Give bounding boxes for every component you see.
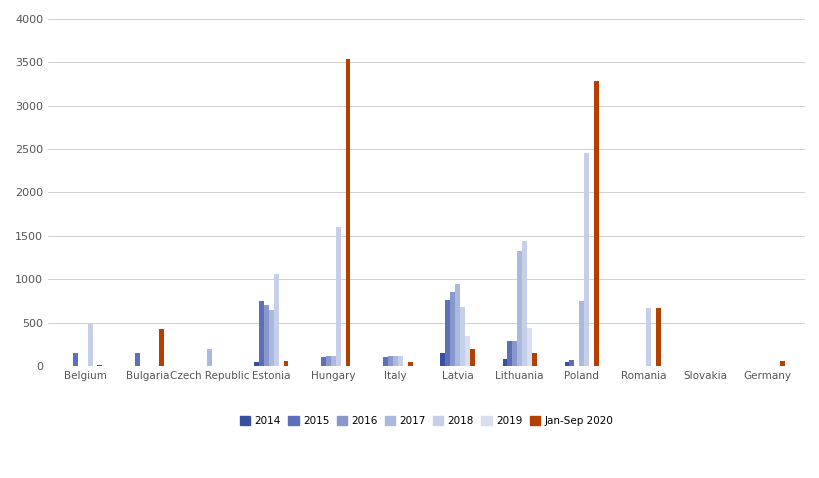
Bar [269, 310, 274, 366]
Bar [387, 357, 392, 366]
Bar [578, 301, 583, 366]
Bar [464, 336, 469, 366]
Bar [382, 357, 387, 366]
Bar [336, 227, 341, 366]
Bar [507, 341, 512, 366]
Bar [522, 241, 527, 366]
Bar [531, 353, 536, 366]
Bar [326, 356, 331, 366]
Bar [655, 308, 660, 366]
Bar [645, 308, 650, 366]
Bar [568, 360, 573, 366]
Bar [254, 362, 259, 366]
Bar [392, 357, 397, 366]
Bar [159, 329, 164, 366]
Bar [259, 301, 264, 366]
Bar [779, 361, 784, 366]
Bar [502, 359, 507, 366]
Bar [88, 324, 93, 366]
Bar [331, 357, 336, 366]
Bar [345, 59, 350, 366]
Bar [450, 292, 455, 366]
Bar [407, 362, 412, 366]
Bar [459, 307, 464, 366]
Bar [397, 357, 402, 366]
Bar [527, 328, 531, 366]
Bar [440, 353, 445, 366]
Bar [274, 274, 278, 366]
Bar [445, 300, 450, 366]
Legend: 2014, 2015, 2016, 2017, 2018, 2019, Jan-Sep 2020: 2014, 2015, 2016, 2017, 2018, 2019, Jan-… [236, 412, 617, 430]
Bar [73, 353, 78, 366]
Bar [283, 361, 288, 366]
Bar [593, 81, 598, 366]
Bar [469, 348, 474, 366]
Bar [563, 361, 568, 366]
Bar [264, 305, 269, 366]
Bar [97, 365, 102, 366]
Bar [583, 153, 588, 366]
Bar [321, 357, 326, 366]
Bar [135, 353, 140, 366]
Bar [517, 250, 522, 366]
Bar [206, 348, 211, 366]
Bar [512, 341, 517, 366]
Bar [455, 284, 459, 366]
